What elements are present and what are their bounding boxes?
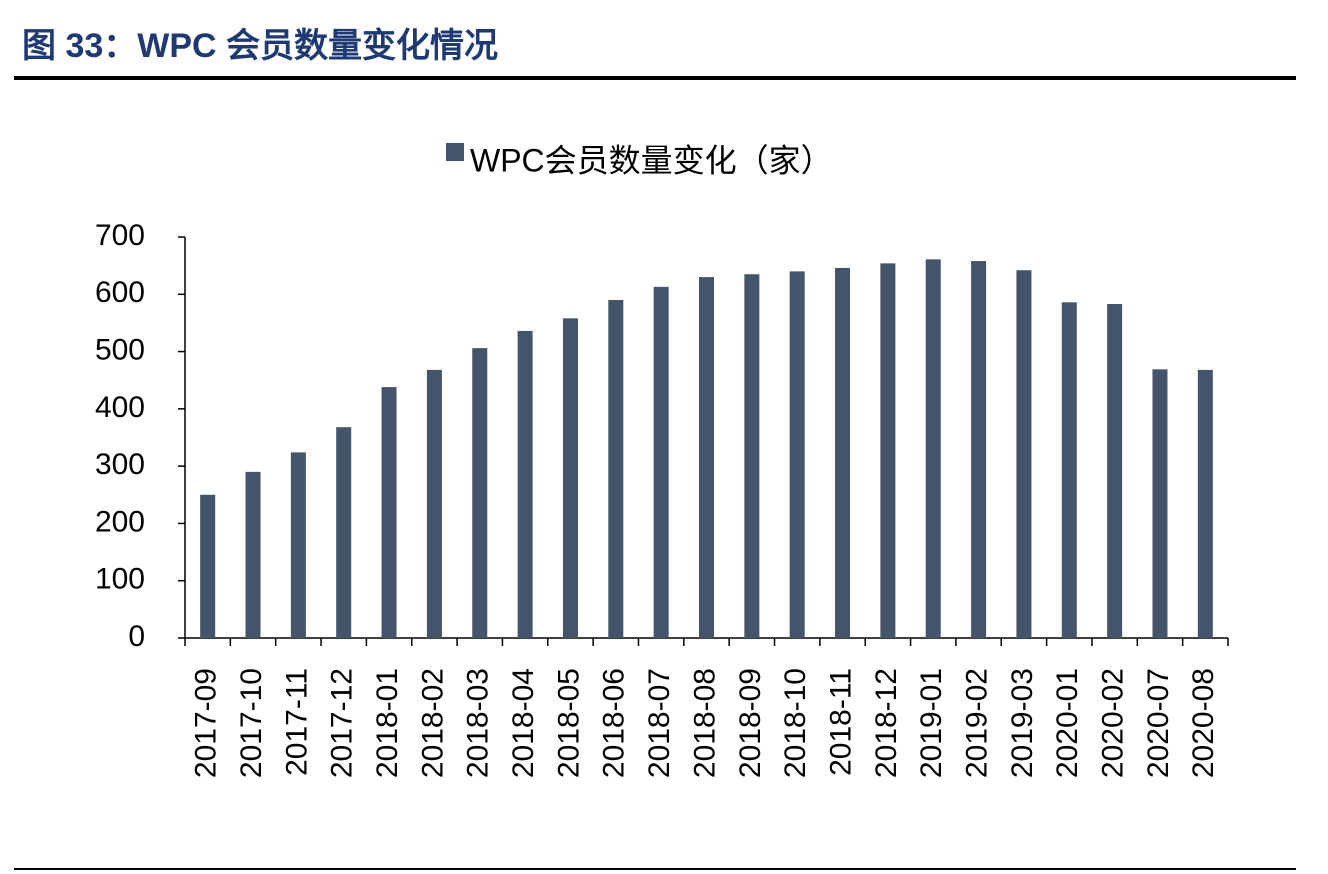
x-tick-label: 2018-04 bbox=[507, 668, 540, 778]
bar bbox=[381, 387, 397, 638]
x-tick-label: 2018-05 bbox=[552, 668, 585, 778]
y-tick-label: 500 bbox=[95, 333, 145, 366]
bar bbox=[699, 277, 714, 638]
x-tick-label: 2018-09 bbox=[734, 668, 767, 778]
x-tick-label: 2017-10 bbox=[235, 668, 268, 778]
x-tick-label: 2018-08 bbox=[688, 668, 721, 778]
y-tick-label: 0 bbox=[128, 620, 145, 653]
bar bbox=[880, 263, 896, 638]
y-tick-label: 400 bbox=[95, 391, 145, 424]
bar bbox=[835, 267, 851, 638]
bar bbox=[472, 348, 488, 638]
bar bbox=[562, 318, 578, 638]
x-tick-label: 2020-07 bbox=[1142, 668, 1175, 778]
x-tick-label: 2018-02 bbox=[416, 668, 449, 778]
bar bbox=[1016, 270, 1032, 638]
x-tick-label: 2019-03 bbox=[1006, 668, 1039, 778]
bar bbox=[925, 259, 941, 638]
bar bbox=[789, 271, 805, 638]
y-tick-label: 200 bbox=[95, 505, 145, 538]
x-tick-label: 2019-01 bbox=[915, 668, 948, 778]
y-tick-label: 300 bbox=[95, 448, 145, 481]
bar bbox=[744, 274, 760, 638]
bar bbox=[426, 369, 442, 638]
x-tick-label: 2018-12 bbox=[870, 668, 903, 778]
x-tick-label: 2020-08 bbox=[1187, 668, 1220, 778]
y-tick-label: 700 bbox=[95, 219, 145, 252]
x-tick-label: 2018-10 bbox=[779, 668, 812, 778]
chart-title: 图 33：WPC 会员数量变化情况 bbox=[22, 27, 498, 65]
bar bbox=[336, 427, 352, 638]
bar bbox=[608, 300, 624, 638]
legend-label: WPC会员数量变化（家） bbox=[470, 142, 833, 178]
bar bbox=[1107, 304, 1123, 638]
x-tick-label: 2020-02 bbox=[1097, 668, 1130, 778]
x-tick-label: 2018-11 bbox=[824, 668, 857, 776]
x-tick-label: 2020-01 bbox=[1051, 668, 1084, 778]
x-tick-label: 2017-12 bbox=[326, 668, 359, 778]
bottom-rule bbox=[14, 868, 1296, 870]
x-tick-label: 2018-06 bbox=[598, 668, 631, 778]
legend-swatch bbox=[446, 143, 464, 161]
bar bbox=[1061, 302, 1077, 638]
bar bbox=[653, 286, 669, 638]
y-tick-label: 600 bbox=[95, 276, 145, 309]
bar bbox=[200, 494, 216, 638]
bar bbox=[1197, 369, 1213, 638]
title-rule bbox=[14, 76, 1296, 80]
x-tick-label: 2017-11 bbox=[280, 668, 313, 776]
bar bbox=[290, 452, 306, 638]
x-tick-label: 2017-09 bbox=[190, 668, 223, 778]
bar bbox=[971, 261, 987, 638]
x-tick-label: 2018-01 bbox=[371, 668, 404, 778]
x-tick-label: 2019-02 bbox=[961, 668, 994, 778]
x-tick-label: 2018-07 bbox=[643, 668, 676, 778]
bar bbox=[517, 330, 533, 638]
bar bbox=[1152, 369, 1168, 638]
bar bbox=[245, 471, 261, 638]
x-tick-label: 2018-03 bbox=[462, 668, 495, 778]
y-tick-label: 100 bbox=[95, 563, 145, 596]
